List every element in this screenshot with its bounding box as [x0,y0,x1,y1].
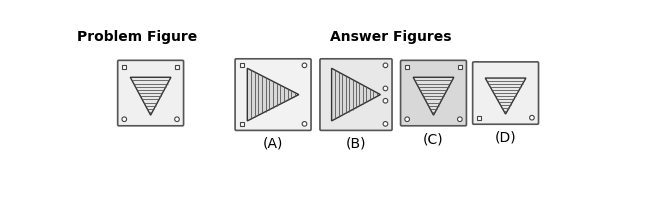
Text: Problem Figure: Problem Figure [76,30,197,44]
Circle shape [122,117,127,122]
FancyBboxPatch shape [118,60,184,126]
FancyBboxPatch shape [235,59,311,130]
Polygon shape [332,68,380,121]
Bar [240,122,244,126]
Circle shape [383,122,388,126]
FancyBboxPatch shape [320,59,392,130]
Circle shape [457,117,462,122]
Circle shape [383,86,388,91]
Text: (B): (B) [345,137,366,151]
Polygon shape [247,68,299,121]
Bar [240,63,244,67]
Bar [175,65,179,69]
Bar [405,65,409,69]
Bar [458,65,462,69]
Text: (A): (A) [263,137,283,151]
Circle shape [383,63,388,68]
Bar [477,116,481,120]
Circle shape [302,122,307,126]
Polygon shape [413,77,454,115]
Circle shape [405,117,410,122]
FancyBboxPatch shape [473,62,538,124]
Circle shape [302,63,307,68]
FancyBboxPatch shape [400,60,466,126]
Text: (C): (C) [423,132,444,146]
Circle shape [383,98,388,103]
Bar [122,65,126,69]
Polygon shape [130,77,171,115]
Polygon shape [485,78,526,114]
Text: Answer Figures: Answer Figures [330,30,452,44]
Circle shape [175,117,179,122]
Text: (D): (D) [495,131,516,145]
Circle shape [530,115,534,120]
